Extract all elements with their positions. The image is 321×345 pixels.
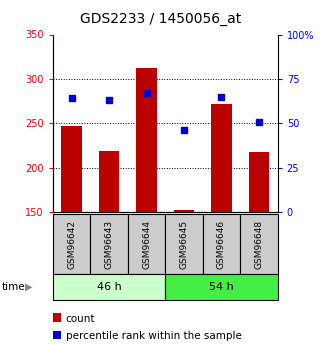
Bar	[136, 68, 157, 212]
Bar	[128, 214, 165, 274]
Text: GSM96648: GSM96648	[255, 219, 264, 269]
Bar	[53, 274, 165, 300]
Text: 46 h: 46 h	[97, 282, 122, 292]
Bar	[165, 214, 203, 274]
Bar	[240, 214, 278, 274]
Text: count: count	[66, 314, 95, 324]
Bar	[174, 210, 194, 212]
Text: GSM96644: GSM96644	[142, 219, 151, 269]
Text: GDS2233 / 1450056_at: GDS2233 / 1450056_at	[80, 12, 241, 26]
Bar	[61, 126, 82, 212]
Bar	[211, 104, 232, 212]
Bar	[165, 274, 278, 300]
Text: GSM96646: GSM96646	[217, 219, 226, 269]
Bar	[99, 151, 119, 212]
Text: GSM96643: GSM96643	[105, 219, 114, 269]
Bar	[53, 214, 91, 274]
Bar	[91, 214, 128, 274]
Bar	[249, 152, 269, 212]
Text: ▶: ▶	[25, 282, 33, 292]
Text: GSM96645: GSM96645	[179, 219, 188, 269]
Text: 54 h: 54 h	[209, 282, 234, 292]
Bar	[203, 214, 240, 274]
Text: percentile rank within the sample: percentile rank within the sample	[66, 332, 242, 341]
Text: time: time	[2, 282, 25, 292]
Text: GSM96642: GSM96642	[67, 219, 76, 269]
